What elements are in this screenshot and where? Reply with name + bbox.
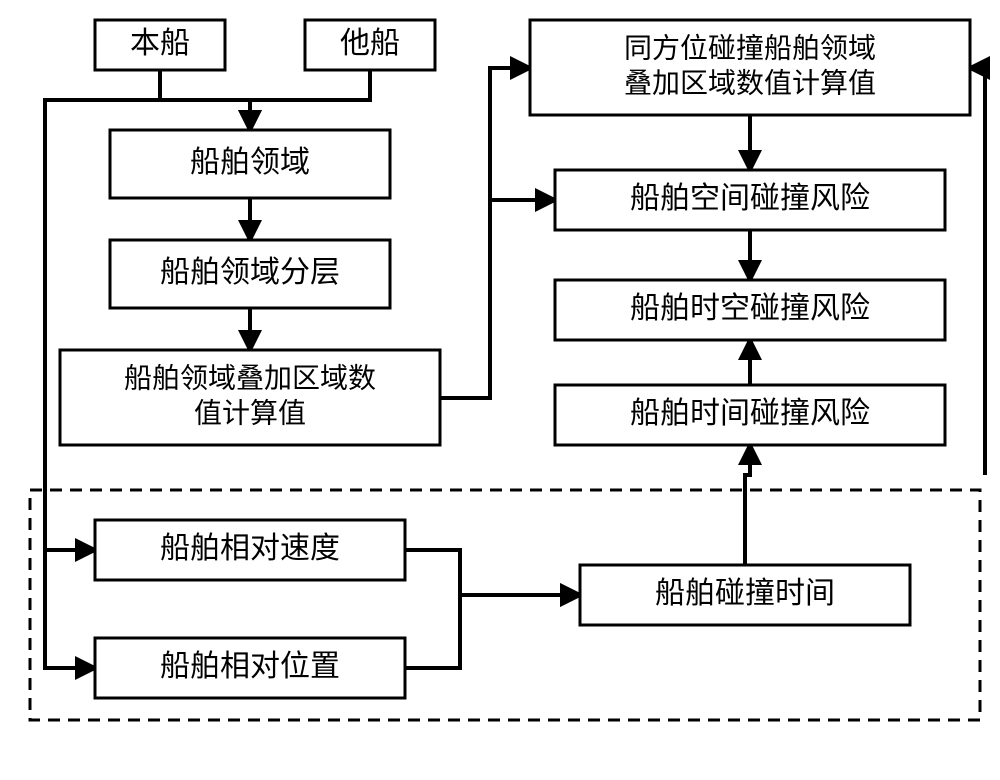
node-label: 船舶时间碰撞风险: [630, 397, 870, 430]
node-label: 船舶时空碰撞风险: [630, 292, 870, 325]
node-other_ship: 他船: [305, 20, 435, 70]
edge: [490, 200, 555, 398]
edge: [405, 550, 580, 595]
node-label: 本船: [130, 27, 190, 60]
node-rel_speed: 船舶相对速度: [95, 520, 405, 580]
node-time_risk: 船舶时间碰撞风险: [555, 385, 945, 445]
node-rel_pos: 船舶相对位置: [95, 638, 405, 698]
node-overlap_calc: 船舶领域叠加区域数值计算值: [60, 350, 440, 445]
node-domain: 船舶领域: [110, 130, 390, 198]
node-label: 船舶领域叠加区域数: [124, 362, 376, 393]
node-label: 船舶领域分层: [160, 256, 340, 289]
edge: [745, 445, 750, 565]
edge: [970, 68, 985, 475]
node-label: 船舶相对位置: [160, 650, 340, 683]
node-label: 船舶相对速度: [160, 532, 340, 565]
node-label: 值计算值: [194, 397, 306, 428]
node-label: 船舶领域: [190, 146, 310, 179]
node-label: 他船: [340, 27, 400, 60]
node-collision_time: 船舶碰撞时间: [580, 565, 910, 625]
node-label: 同方位碰撞船舶领域: [624, 32, 876, 63]
edge: [440, 68, 530, 398]
node-spacetime_risk: 船舶时空碰撞风险: [555, 280, 945, 340]
node-same_bearing: 同方位碰撞船舶领域叠加区域数值计算值: [530, 20, 970, 115]
edge: [405, 595, 580, 668]
node-space_risk: 船舶空间碰撞风险: [555, 170, 945, 230]
node-label: 叠加区域数值计算值: [624, 67, 876, 98]
node-own_ship: 本船: [95, 20, 225, 70]
node-domain_layer: 船舶领域分层: [110, 240, 390, 308]
node-label: 船舶空间碰撞风险: [630, 182, 870, 215]
node-label: 船舶碰撞时间: [655, 577, 835, 610]
